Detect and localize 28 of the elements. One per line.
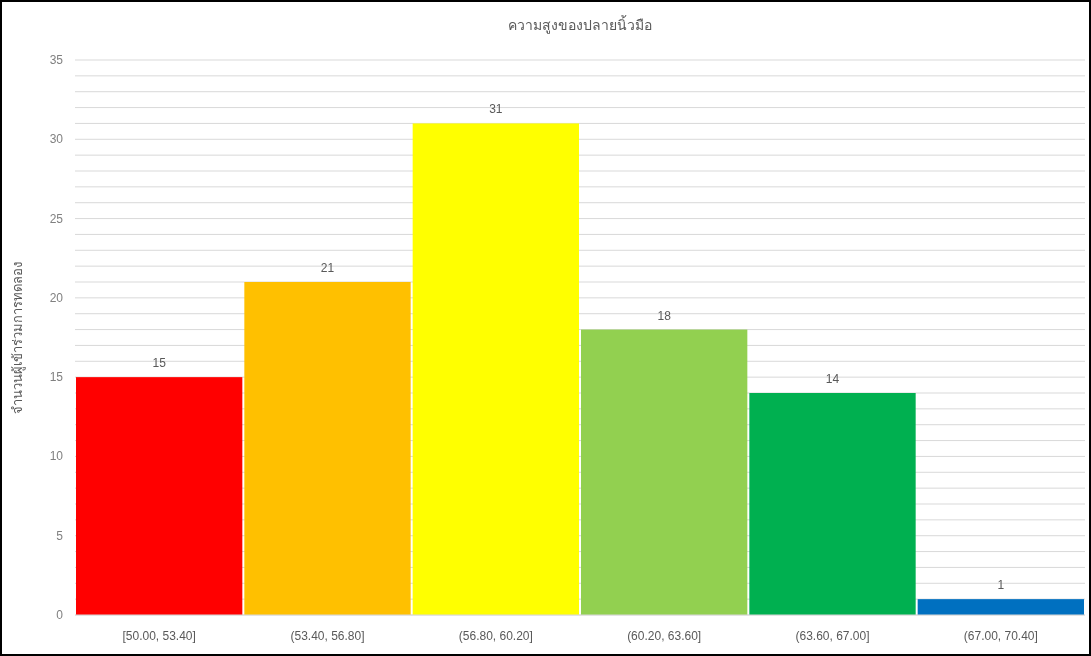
bar	[76, 377, 243, 615]
data-label: 14	[825, 372, 840, 386]
bar	[244, 282, 411, 615]
data-label: 21	[320, 261, 335, 275]
y-axis-title: จำนวนผู้เข้าร่วมการทดลอง	[10, 261, 26, 414]
y-tick-label: 35	[49, 53, 64, 67]
chart-title: ความสูงของปลายนิ้วมือ	[508, 15, 652, 34]
y-tick-label: 30	[49, 132, 64, 147]
y-tick-label: 15	[49, 370, 64, 385]
bar	[412, 123, 579, 615]
data-label: 1	[997, 578, 1005, 593]
y-tick-label: 25	[49, 211, 64, 226]
bar	[917, 599, 1084, 615]
bar	[749, 393, 916, 615]
x-tick-label: (60.20, 63.60]	[627, 629, 702, 643]
x-tick-label: (63.60, 67.00]	[795, 629, 870, 643]
x-tick-label: (56.80, 60.20]	[458, 629, 533, 643]
data-label: 31	[489, 102, 503, 117]
y-tick-label: 10	[49, 449, 64, 464]
y-tick-label: 20	[49, 290, 64, 305]
y-tick-label: 0	[56, 608, 64, 622]
x-tick-label: (53.40, 56.80]	[290, 629, 365, 643]
y-tick-label: 5	[56, 528, 64, 543]
x-tick-label: [50.00, 53.40]	[122, 629, 196, 643]
data-label: 15	[152, 356, 167, 371]
bar	[581, 329, 748, 615]
x-tick-label: (67.00, 70.40]	[963, 629, 1038, 643]
data-label: 18	[657, 308, 672, 323]
